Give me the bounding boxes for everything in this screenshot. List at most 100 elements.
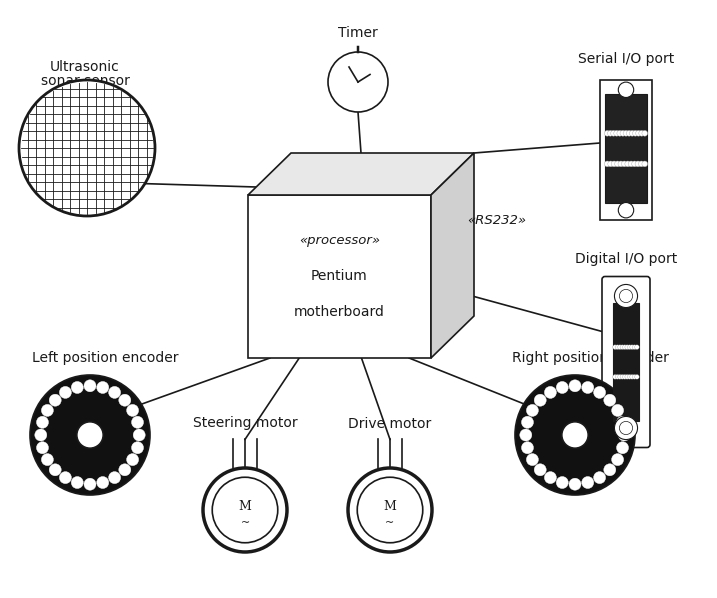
Circle shape <box>569 478 581 490</box>
Circle shape <box>131 416 143 428</box>
Circle shape <box>618 203 634 218</box>
Bar <box>604 94 647 203</box>
Circle shape <box>604 464 616 476</box>
Circle shape <box>625 374 630 379</box>
Circle shape <box>639 130 645 136</box>
Circle shape <box>636 130 642 136</box>
Circle shape <box>614 130 619 136</box>
Circle shape <box>60 472 72 484</box>
Circle shape <box>534 394 546 406</box>
Circle shape <box>632 161 637 167</box>
Circle shape <box>348 468 432 552</box>
Circle shape <box>131 442 143 454</box>
Circle shape <box>357 477 423 543</box>
Circle shape <box>71 382 83 393</box>
Bar <box>600 80 652 220</box>
Circle shape <box>35 429 47 441</box>
Circle shape <box>618 161 624 167</box>
Text: ~: ~ <box>240 518 250 529</box>
Circle shape <box>620 130 626 136</box>
Circle shape <box>617 130 622 136</box>
Circle shape <box>604 130 610 136</box>
Circle shape <box>615 345 619 349</box>
Circle shape <box>526 454 538 466</box>
Circle shape <box>623 130 629 136</box>
Circle shape <box>71 477 83 489</box>
Circle shape <box>627 374 632 379</box>
Circle shape <box>617 442 629 454</box>
Circle shape <box>42 454 53 466</box>
Circle shape <box>520 429 532 441</box>
Circle shape <box>328 52 388 112</box>
Circle shape <box>581 477 594 489</box>
Circle shape <box>97 477 109 489</box>
Circle shape <box>630 374 635 379</box>
Circle shape <box>620 345 625 349</box>
Text: «RS232»: «RS232» <box>467 213 526 227</box>
Circle shape <box>611 130 617 136</box>
Circle shape <box>84 380 96 392</box>
Circle shape <box>562 422 588 448</box>
Text: Serial I/O port: Serial I/O port <box>578 52 674 66</box>
Circle shape <box>37 416 49 428</box>
Bar <box>613 303 639 422</box>
Circle shape <box>84 478 96 490</box>
Circle shape <box>642 130 647 136</box>
Circle shape <box>614 161 620 167</box>
Circle shape <box>628 161 634 167</box>
Ellipse shape <box>614 285 637 307</box>
Text: sonar sensor: sonar sensor <box>41 74 130 88</box>
Circle shape <box>642 161 647 167</box>
Circle shape <box>37 442 49 454</box>
Text: ~: ~ <box>385 518 394 529</box>
Circle shape <box>625 161 630 167</box>
Circle shape <box>556 477 569 489</box>
Circle shape <box>618 82 634 97</box>
Circle shape <box>60 386 72 398</box>
Circle shape <box>639 161 644 167</box>
Circle shape <box>635 345 640 349</box>
Circle shape <box>521 442 533 454</box>
Circle shape <box>77 422 103 448</box>
Circle shape <box>630 130 635 136</box>
Text: Digital I/O port: Digital I/O port <box>575 252 677 266</box>
Circle shape <box>515 375 635 495</box>
Circle shape <box>617 416 629 428</box>
Circle shape <box>608 161 614 167</box>
Text: Steering motor: Steering motor <box>193 416 298 431</box>
Circle shape <box>594 386 606 398</box>
Circle shape <box>569 380 581 392</box>
Text: Timer: Timer <box>338 26 378 40</box>
Circle shape <box>607 130 613 136</box>
Text: Right position encoder: Right position encoder <box>511 351 668 365</box>
Ellipse shape <box>614 416 637 440</box>
Circle shape <box>632 345 637 349</box>
Circle shape <box>604 161 610 167</box>
Circle shape <box>49 464 61 476</box>
Circle shape <box>19 80 155 216</box>
Circle shape <box>581 382 594 393</box>
Circle shape <box>203 468 287 552</box>
Circle shape <box>119 464 130 476</box>
Circle shape <box>604 394 616 406</box>
Circle shape <box>618 429 630 441</box>
Circle shape <box>521 416 533 428</box>
Circle shape <box>632 374 637 379</box>
Circle shape <box>613 374 617 379</box>
Circle shape <box>133 429 146 441</box>
Circle shape <box>212 477 277 543</box>
Circle shape <box>635 374 640 379</box>
Circle shape <box>108 472 120 484</box>
Circle shape <box>622 161 627 167</box>
Polygon shape <box>248 195 431 358</box>
Polygon shape <box>248 153 474 195</box>
Circle shape <box>612 404 624 416</box>
Circle shape <box>611 161 617 167</box>
Text: 8: 8 <box>143 158 151 172</box>
Circle shape <box>615 374 619 379</box>
Text: M: M <box>384 500 397 513</box>
Circle shape <box>42 404 53 416</box>
Circle shape <box>619 289 632 303</box>
Text: motherboard: motherboard <box>294 306 385 319</box>
Text: «processor»: «processor» <box>299 234 380 247</box>
